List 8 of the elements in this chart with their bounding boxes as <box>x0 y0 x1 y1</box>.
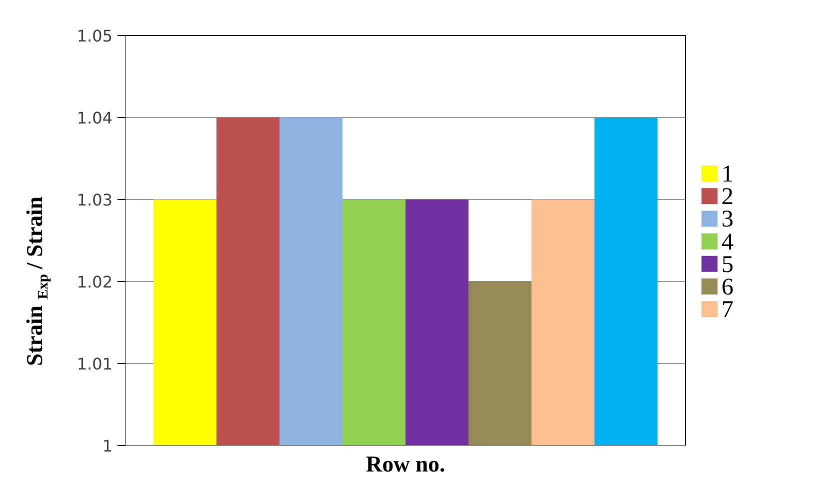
x-axis-title: Row no. <box>366 452 446 476</box>
y-tick-label: 1.05 <box>76 26 112 46</box>
y-tick-label: 1 <box>102 436 113 456</box>
y-tick-label: 1.03 <box>76 190 112 210</box>
y-tick-label: 1.04 <box>76 108 112 128</box>
y-tick-label: 1.02 <box>76 272 112 292</box>
y-axis-title: StrainExp / Strain <box>22 196 52 366</box>
y-tick-label: 1.01 <box>76 354 112 374</box>
